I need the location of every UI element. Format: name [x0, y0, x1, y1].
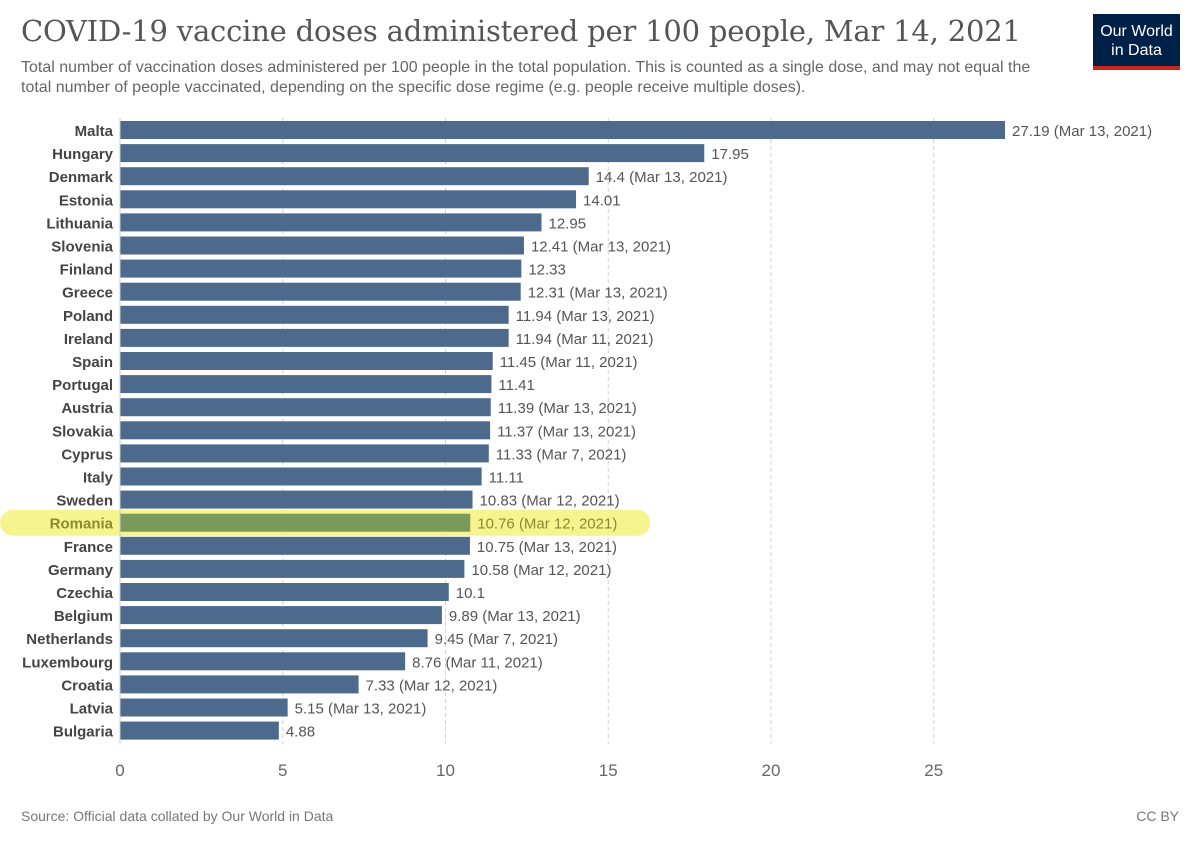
- bar[interactable]: [120, 375, 492, 394]
- value-label: 12.33: [528, 262, 566, 279]
- value-label: 10.75 (Mar 13, 2021): [477, 539, 617, 556]
- value-label: 5.15 (Mar 13, 2021): [295, 701, 427, 718]
- category-label: Hungary: [52, 146, 114, 163]
- bar[interactable]: [120, 282, 521, 301]
- bar[interactable]: [120, 167, 589, 186]
- bar[interactable]: [120, 352, 493, 370]
- category-label: Ireland: [64, 331, 113, 348]
- bar[interactable]: [120, 536, 470, 555]
- x-tick-label: 15: [599, 761, 618, 780]
- bar[interactable]: [120, 606, 442, 625]
- category-label: Luxembourg: [22, 654, 113, 671]
- bar[interactable]: [120, 328, 509, 347]
- category-label: Belgium: [54, 608, 113, 625]
- x-tick-label: 0: [115, 761, 124, 780]
- bar[interactable]: [120, 259, 522, 278]
- value-label: 11.39 (Mar 13, 2021): [498, 400, 637, 417]
- category-label: Germany: [48, 562, 114, 579]
- category-label: Finland: [60, 262, 113, 279]
- bar[interactable]: [120, 490, 473, 509]
- value-label: 9.45 (Mar 7, 2021): [435, 631, 558, 648]
- value-label: 10.76 (Mar 12, 2021): [477, 516, 617, 533]
- bar[interactable]: [120, 144, 705, 163]
- source-note: Source: Official data collated by Our Wo…: [21, 808, 334, 824]
- bar[interactable]: [120, 467, 482, 486]
- value-label: 14.4 (Mar 13, 2021): [596, 169, 728, 186]
- value-label: 11.94 (Mar 13, 2021): [516, 308, 655, 325]
- value-label: 10.1: [456, 585, 485, 602]
- bar[interactable]: [120, 629, 428, 648]
- category-label: Cyprus: [61, 446, 113, 463]
- logo-line-2: in Data: [1111, 42, 1162, 59]
- bar[interactable]: [120, 305, 509, 324]
- value-label: 10.58 (Mar 12, 2021): [471, 562, 611, 579]
- value-label: 12.31 (Mar 13, 2021): [528, 285, 668, 302]
- value-label: 14.01: [583, 192, 621, 209]
- category-label: Denmark: [49, 169, 114, 186]
- bar[interactable]: [120, 398, 491, 417]
- category-label: Latvia: [70, 701, 114, 718]
- chart-title: COVID-19 vaccine doses administered per …: [21, 14, 1021, 48]
- category-label: Sweden: [56, 493, 113, 510]
- bar[interactable]: [120, 444, 489, 463]
- category-label: Slovakia: [52, 423, 114, 440]
- x-tick-label: 25: [924, 761, 943, 780]
- bar[interactable]: [120, 121, 1006, 139]
- value-label: 11.45 (Mar 11, 2021): [500, 354, 638, 371]
- value-label: 4.88: [286, 724, 315, 741]
- value-label: 11.37 (Mar 13, 2021): [497, 423, 636, 440]
- category-label: Romania: [50, 516, 114, 533]
- owid-logo[interactable]: Our World in Data: [1093, 14, 1180, 70]
- x-tick-label: 5: [278, 761, 287, 780]
- category-label: Estonia: [59, 192, 114, 209]
- bar[interactable]: [120, 652, 406, 671]
- category-label: Spain: [72, 354, 113, 371]
- value-label: 12.41 (Mar 13, 2021): [531, 239, 671, 256]
- category-label: Czechia: [56, 585, 113, 602]
- x-tick-label: 20: [762, 761, 781, 780]
- bar[interactable]: [120, 675, 359, 694]
- category-label: Austria: [61, 400, 113, 417]
- chart-subtitle: Total number of vaccination doses admini…: [21, 59, 1031, 96]
- bar[interactable]: [120, 721, 279, 740]
- value-label: 11.94 (Mar 11, 2021): [516, 331, 654, 348]
- labels: Malta 27.19 (Mar 13, 2021) Hungary 17.95 Den…: [22, 123, 1152, 741]
- value-label: 7.33 (Mar 12, 2021): [366, 677, 498, 694]
- category-label: Croatia: [61, 677, 113, 694]
- value-label: 27.19 (Mar 13, 2021): [1012, 123, 1152, 140]
- category-label: Slovenia: [51, 239, 113, 256]
- value-label: 11.33 (Mar 7, 2021): [496, 446, 627, 463]
- bar[interactable]: [120, 421, 491, 440]
- bar[interactable]: [120, 236, 524, 255]
- bar[interactable]: [120, 513, 471, 532]
- category-label: Greece: [62, 285, 113, 302]
- x-tick-label: 10: [436, 761, 455, 780]
- license-link[interactable]: CC BY: [1136, 808, 1179, 824]
- bar[interactable]: [120, 213, 542, 232]
- bar[interactable]: [120, 583, 449, 601]
- value-label: 9.89 (Mar 13, 2021): [449, 608, 581, 625]
- category-label: Bulgaria: [53, 724, 114, 741]
- value-label: 10.83 (Mar 12, 2021): [480, 493, 620, 510]
- x-axis: 0 5 10 15 20 25: [115, 118, 943, 780]
- value-label: 8.76 (Mar 11, 2021): [412, 654, 543, 671]
- value-label: 11.11: [489, 470, 524, 487]
- category-label: Poland: [63, 308, 113, 325]
- bar[interactable]: [120, 190, 577, 209]
- bar-chart: Malta 27.19 (Mar 13, 2021) Hungary 17.95 Den…: [0, 118, 1152, 780]
- category-label: France: [64, 539, 113, 556]
- bars: [0, 121, 1006, 740]
- logo-line-1: Our World: [1100, 23, 1173, 40]
- bar[interactable]: [120, 559, 465, 578]
- bar[interactable]: [120, 698, 288, 717]
- category-label: Lithuania: [46, 215, 113, 232]
- category-label: Netherlands: [26, 631, 113, 648]
- value-label: 11.41: [498, 377, 534, 394]
- value-label: 17.95: [711, 146, 749, 163]
- category-label: Portugal: [52, 377, 113, 394]
- category-label: Italy: [83, 470, 114, 487]
- value-label: 12.95: [549, 215, 587, 232]
- category-label: Malta: [75, 123, 114, 140]
